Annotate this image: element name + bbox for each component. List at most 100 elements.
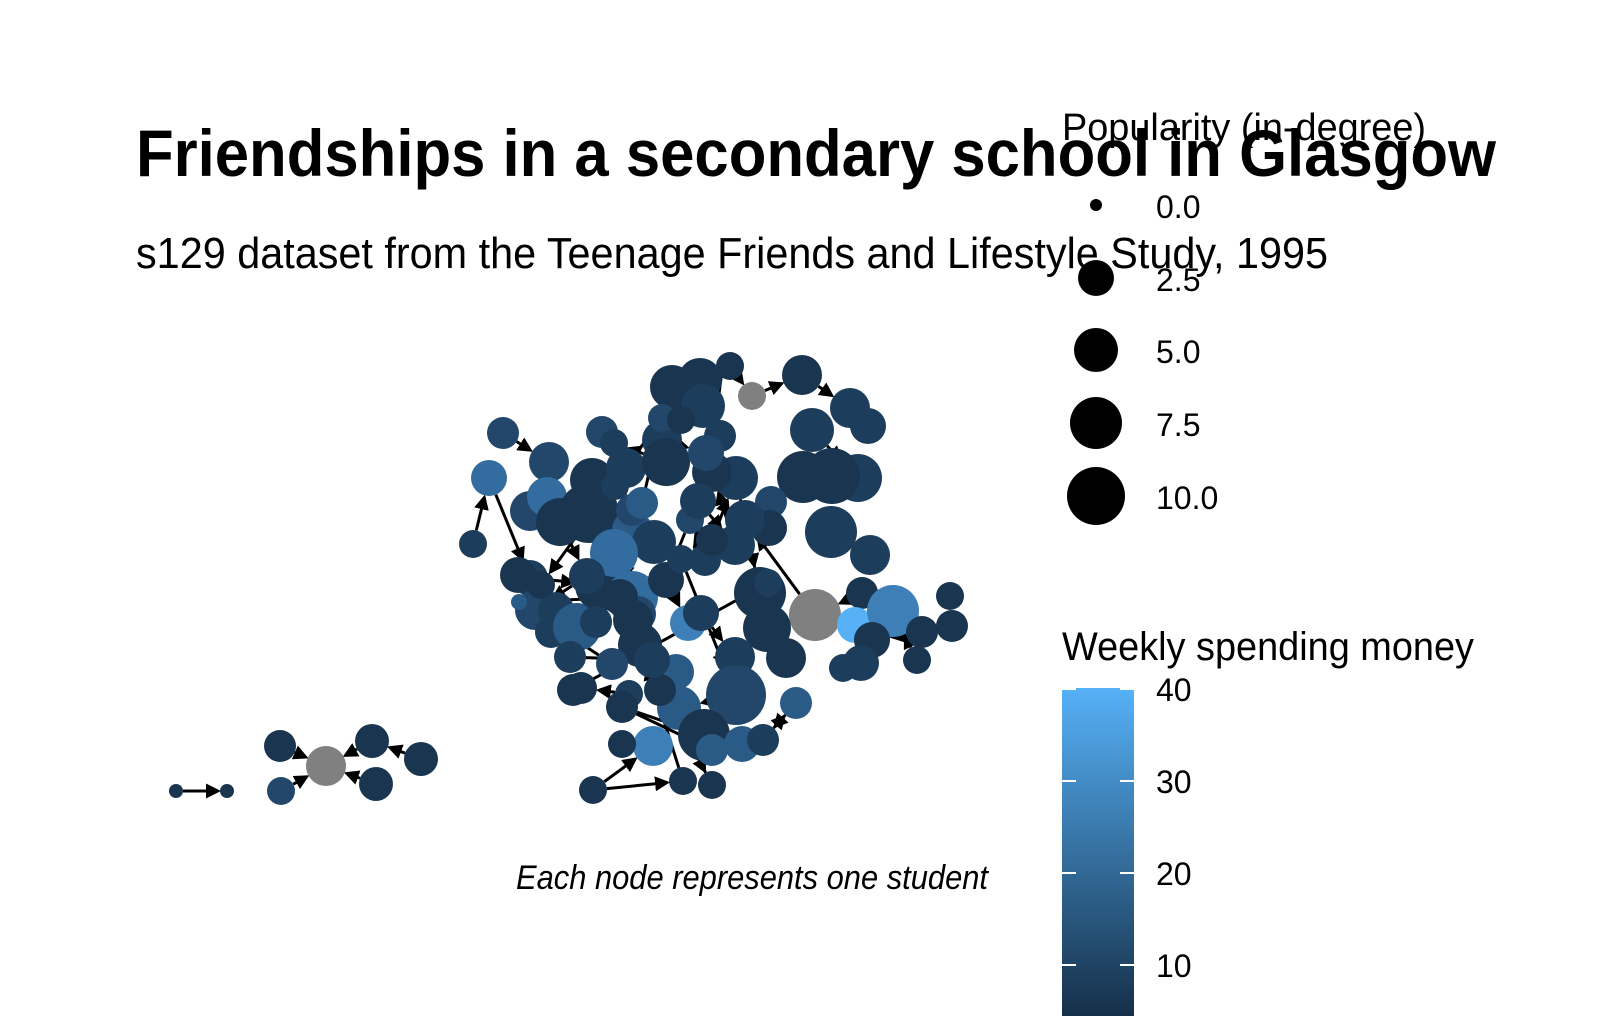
student-node xyxy=(459,530,487,558)
student-node xyxy=(688,435,724,471)
student-node xyxy=(936,610,968,642)
friendship-edge xyxy=(729,368,745,386)
student-node xyxy=(169,784,183,798)
student-node xyxy=(606,691,638,723)
student-node xyxy=(557,674,589,706)
student-node xyxy=(782,355,822,395)
size-legend-label-0: 0.0 xyxy=(1156,189,1200,225)
student-node xyxy=(267,777,295,805)
student-node xyxy=(632,520,676,564)
plot-caption: Each node represents one student xyxy=(516,859,989,897)
friendship-edge xyxy=(606,776,671,792)
size-legend-title: Popularity (in-degree) xyxy=(1062,107,1426,149)
friendship-edge xyxy=(764,381,785,396)
friendship-edge xyxy=(756,535,801,595)
student-node xyxy=(698,771,726,799)
size-legend-key-4 xyxy=(1067,467,1125,525)
student-node xyxy=(579,776,607,804)
student-node xyxy=(596,648,628,680)
student-node xyxy=(626,487,658,519)
student-node xyxy=(777,451,829,503)
size-legend-label-2: 5.0 xyxy=(1156,334,1200,370)
student-node xyxy=(850,408,886,444)
size-legend-label-1: 2.5 xyxy=(1156,262,1200,298)
student-node xyxy=(500,557,536,593)
student-node xyxy=(683,595,719,631)
student-node xyxy=(264,730,296,762)
student-node xyxy=(487,417,519,449)
student-node xyxy=(527,571,555,599)
friendship-edge xyxy=(595,684,616,700)
student-node xyxy=(906,616,938,648)
friendship-edge xyxy=(387,744,406,759)
student-node xyxy=(696,734,728,766)
student-node xyxy=(359,767,393,801)
color-legend-title: Weekly spending money xyxy=(1062,625,1474,669)
size-legend: Popularity (in-degree) 0.0 2.5 5.0 7.5 1… xyxy=(1062,107,1426,525)
student-node xyxy=(716,352,744,380)
friendship-edge xyxy=(343,770,361,785)
student-node xyxy=(580,606,612,638)
student-node xyxy=(220,784,234,798)
friendship-edge xyxy=(474,494,489,531)
student-node xyxy=(903,646,931,674)
size-legend-label-3: 7.5 xyxy=(1156,407,1200,443)
color-legend-bar xyxy=(1062,688,1134,1016)
student-node xyxy=(725,500,765,540)
color-legend-tick-40: 40 xyxy=(1156,672,1192,708)
student-nodes xyxy=(169,352,968,805)
student-node xyxy=(696,524,728,556)
student-node xyxy=(355,724,389,758)
size-legend-key-0 xyxy=(1090,199,1102,211)
student-node xyxy=(850,535,890,575)
friendship-network xyxy=(169,352,968,805)
size-legend-key-3 xyxy=(1070,397,1122,449)
student-node xyxy=(633,726,673,766)
friendship-edge xyxy=(903,633,918,651)
student-node xyxy=(536,498,584,546)
student-node xyxy=(471,460,507,496)
friendship-edge xyxy=(515,437,533,452)
friendship-edge xyxy=(772,712,789,729)
student-node xyxy=(829,654,857,682)
student-node xyxy=(738,382,766,410)
student-node xyxy=(590,529,638,577)
friendship-edge xyxy=(565,542,580,561)
friendship-edge xyxy=(817,382,835,398)
student-node xyxy=(613,600,653,640)
size-legend-key-1 xyxy=(1078,260,1114,296)
student-node xyxy=(754,569,782,597)
friendship-edge xyxy=(699,692,716,708)
friendship-edge xyxy=(291,745,309,760)
student-node xyxy=(706,665,766,725)
friendship-edge xyxy=(708,625,724,642)
color-legend-ticks xyxy=(1062,688,1134,966)
friendship-edge xyxy=(292,775,310,790)
student-node xyxy=(529,442,569,482)
student-node xyxy=(554,641,586,673)
friendship-edge xyxy=(494,494,525,563)
color-legend-tick-10: 10 xyxy=(1156,948,1192,984)
plot-subtitle: s129 dataset from the Teenage Friends an… xyxy=(136,229,1328,278)
student-node xyxy=(667,406,695,434)
size-legend-key-2 xyxy=(1074,328,1118,372)
student-node xyxy=(755,486,787,518)
student-node xyxy=(667,545,695,573)
friendship-edge xyxy=(603,757,638,783)
friendship-edge xyxy=(837,591,855,605)
student-node xyxy=(306,746,346,786)
student-node xyxy=(608,730,636,758)
student-node xyxy=(936,582,964,610)
student-node xyxy=(669,767,697,795)
color-legend-tick-20: 20 xyxy=(1156,856,1192,892)
size-legend-label-4: 10.0 xyxy=(1156,480,1218,516)
student-node xyxy=(511,594,527,610)
student-node xyxy=(780,687,812,719)
student-node xyxy=(680,483,716,519)
student-node xyxy=(790,408,834,452)
friendship-edge xyxy=(666,591,681,608)
student-node xyxy=(601,472,629,500)
student-node xyxy=(404,742,438,776)
student-node xyxy=(644,674,676,706)
